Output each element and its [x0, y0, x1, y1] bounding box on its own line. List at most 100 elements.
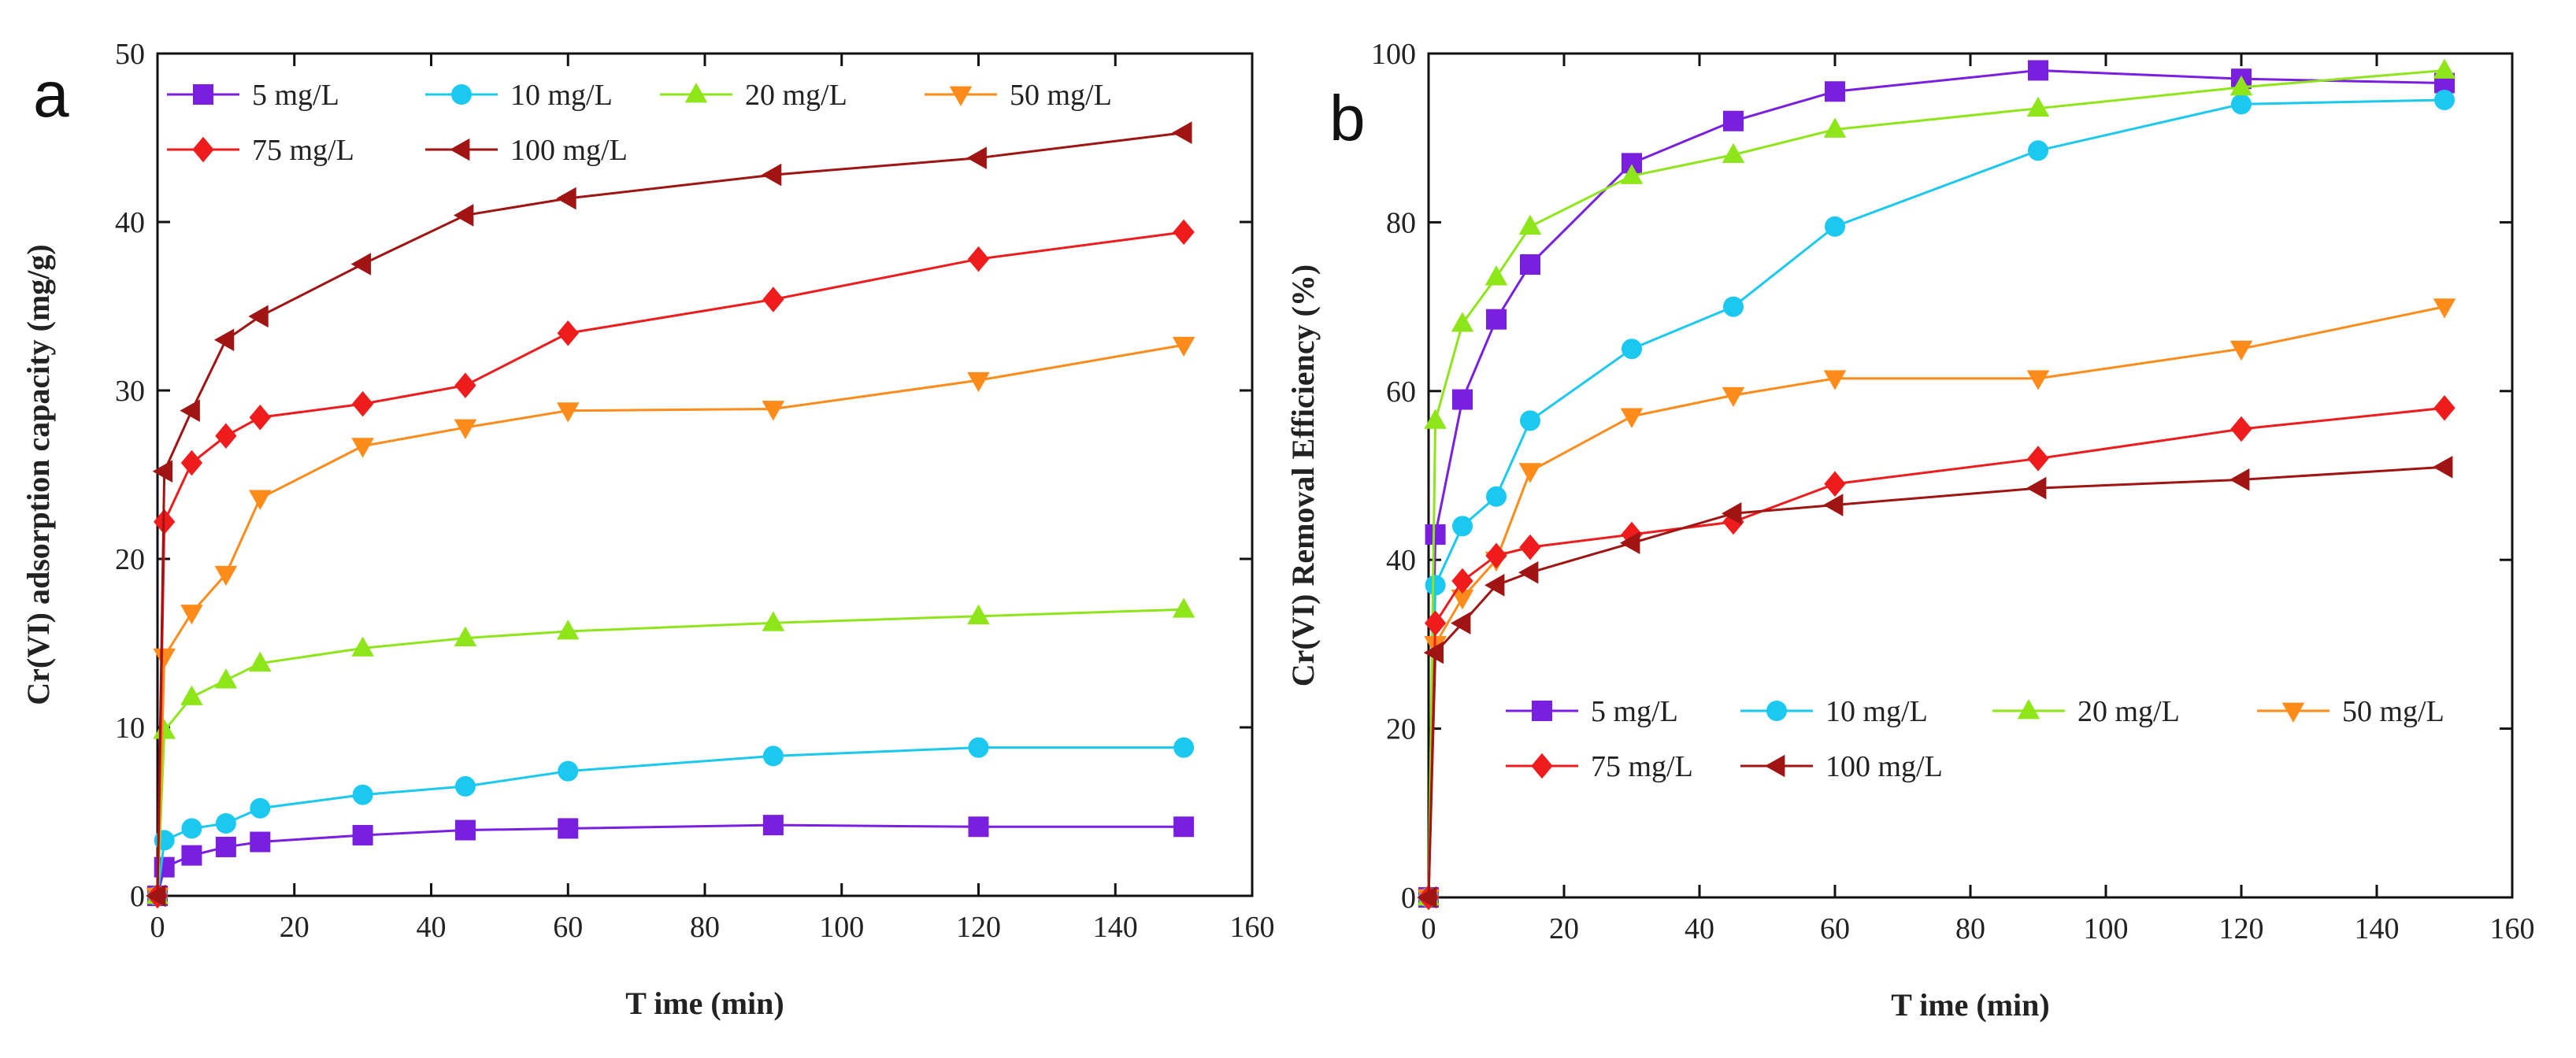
y-tick-label-a: 20 [115, 543, 145, 576]
y-tick-label-b: 100 [1371, 38, 1416, 71]
legend-marker-75-mg-l [1531, 753, 1553, 779]
data-point-50-mg-l-a [214, 565, 238, 586]
data-point-5-mg-l-b [1825, 81, 1845, 102]
x-axis-title-a: T ime (min) [625, 986, 784, 1021]
x-tick-label-a: 0 [150, 911, 165, 944]
data-point-100-mg-l-b [1451, 612, 1471, 634]
series-line-50-mg-l-b [1427, 305, 2445, 898]
x-tick-label-b: 120 [2219, 912, 2264, 945]
data-point-50-mg-l-a [180, 605, 203, 625]
data-point-50-mg-l-a [153, 648, 176, 669]
panel-letter-a: a [33, 59, 69, 131]
data-point-20-mg-l-b [1823, 117, 1847, 138]
legend-label-75-mg-l: 75 mg/L [252, 134, 354, 167]
legend-label-5-mg-l: 5 mg/L [252, 79, 339, 112]
y-axis-title-a: Cr(VI) adsorption capacity (mg/g) [20, 244, 56, 705]
y-tick-label-b: 20 [1386, 713, 1416, 746]
data-point-75-mg-l-a [215, 423, 237, 449]
data-point-100-mg-l-b [2433, 455, 2453, 479]
legend-b: 5 mg/L 10 mg/L 20 mg/L 50 mg/L 75 mg/L 100 mg… [1506, 695, 2444, 783]
series-line-10-mg-l-a [156, 746, 1184, 897]
legend-label-10-mg-l: 10 mg/L [1825, 695, 1928, 728]
series-line-20-mg-l-a [156, 608, 1184, 897]
legend-marker-20-mg-l [2017, 699, 2040, 720]
x-tick-label-b: 20 [1549, 912, 1579, 945]
data-point-75-mg-l-a [249, 404, 271, 431]
data-point-100-mg-l-a [152, 460, 173, 483]
data-point-100-mg-l-a [146, 884, 166, 908]
data-point-5-mg-l-a [1173, 816, 1195, 838]
legend-marker-100-mg-l [450, 138, 470, 161]
data-point-100-mg-l-b [1417, 886, 1437, 909]
data-point-100-mg-l-b [2026, 476, 2047, 500]
x-tick-label-a: 20 [280, 911, 309, 944]
data-point-20-mg-l-a [556, 620, 580, 640]
data-point-10-mg-l-b [2028, 140, 2048, 161]
x-tick-label-a: 60 [553, 911, 583, 944]
data-point-75-mg-l-a [351, 390, 374, 417]
y-tick-label-a: 10 [115, 712, 145, 745]
x-tick-label-a: 140 [1093, 911, 1138, 944]
legend-marker-50-mg-l [949, 86, 973, 106]
data-point-10-mg-l-a [250, 797, 271, 819]
data-point-10-mg-l-b [2434, 89, 2455, 110]
legend-marker-100-mg-l [1765, 754, 1785, 778]
data-point-75-mg-l-b [1451, 568, 1473, 594]
data-point-5-mg-l-a [181, 845, 202, 866]
data-point-20-mg-l-a [249, 651, 272, 672]
data-point-50-mg-l-b [1620, 408, 1644, 428]
legend-marker-75-mg-l [192, 136, 214, 163]
data-point-5-mg-l-b [1723, 110, 1744, 131]
x-tick-label-b: 80 [1955, 912, 1985, 945]
y-axis-title-b: Cr(VI) Removal Efficiency (%) [1285, 264, 1321, 687]
data-point-100-mg-l-a [453, 204, 474, 227]
data-point-20-mg-l-b [1722, 142, 1745, 164]
x-tick-label-a: 120 [956, 911, 1001, 944]
data-point-20-mg-l-b [1518, 214, 1542, 235]
data-point-75-mg-l-b [1519, 534, 1541, 560]
plot-frame-a [156, 52, 1254, 897]
data-point-20-mg-l-b [2433, 58, 2456, 79]
data-point-100-mg-l-a [248, 305, 269, 328]
legend-a: 5 mg/L 10 mg/L 20 mg/L 50 mg/L 75 mg/L 100 mg… [167, 79, 1112, 167]
data-point-5-mg-l-a [762, 815, 784, 836]
data-point-10-mg-l-b [1622, 338, 1642, 360]
data-point-5-mg-l-a [968, 816, 989, 838]
legend-label-50-mg-l: 50 mg/L [2342, 695, 2444, 728]
y-tick-label-a: 0 [130, 880, 145, 913]
legend-marker-10-mg-l [451, 84, 472, 105]
y-tick-label-b: 40 [1386, 544, 1416, 577]
data-point-50-mg-l-a [454, 419, 477, 440]
data-point-50-mg-l-b [1823, 370, 1847, 390]
series-line-100-mg-l-b [1427, 465, 2445, 898]
data-point-50-mg-l-b [1518, 463, 1542, 483]
data-point-100-mg-l-a [761, 163, 782, 187]
data-point-5-mg-l-a [250, 831, 271, 853]
legend-marker-50-mg-l [2281, 702, 2305, 723]
data-point-20-mg-l-b [1451, 312, 1474, 332]
data-point-50-mg-l-a [556, 402, 580, 423]
data-point-75-mg-l-b [2433, 394, 2456, 421]
x-tick-label-a: 80 [690, 911, 720, 944]
legend-label-100-mg-l: 100 mg/L [510, 134, 628, 167]
data-point-10-mg-l-a [181, 818, 202, 839]
data-point-20-mg-l-a [762, 611, 785, 631]
data-point-10-mg-l-b [1452, 516, 1473, 537]
data-point-75-mg-l-b [1485, 542, 1507, 569]
data-point-75-mg-l-b [2230, 416, 2252, 442]
data-point-100-mg-l-a [213, 328, 235, 352]
x-tick-label-b: 40 [1685, 912, 1714, 945]
data-point-50-mg-l-a [967, 372, 990, 393]
data-point-75-mg-l-a [967, 246, 990, 272]
series-line-50-mg-l-a [156, 343, 1184, 897]
y-tick-label-b: 0 [1401, 882, 1416, 915]
legend-label-50-mg-l: 50 mg/L [1010, 79, 1112, 112]
data-point-10-mg-l-a [762, 745, 784, 767]
x-tick-label-a: 100 [819, 911, 864, 944]
data-point-10-mg-l-a [968, 737, 989, 758]
y-tick-label-a: 50 [115, 38, 145, 71]
series-line-75-mg-l-a [156, 231, 1184, 897]
data-point-10-mg-l-b [1425, 575, 1446, 596]
data-point-75-mg-l-b [1824, 471, 1846, 497]
data-point-50-mg-l-b [2229, 340, 2253, 361]
